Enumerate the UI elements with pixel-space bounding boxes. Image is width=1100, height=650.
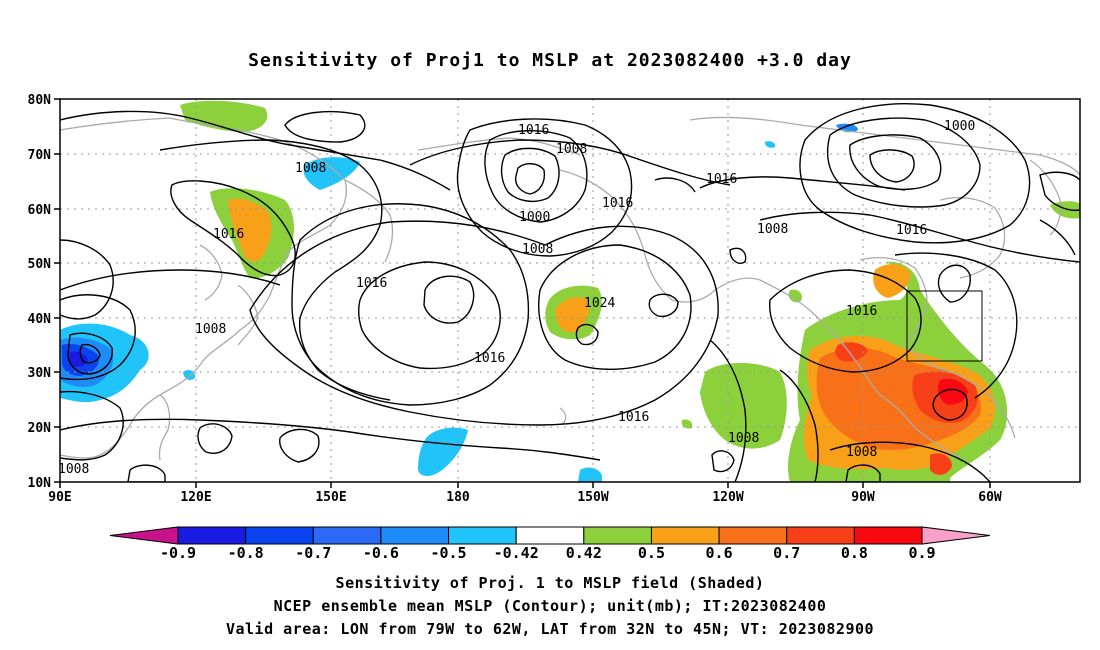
lon-tick-label: 90E [48,490,71,505]
colorbar-swatch [650,526,720,545]
contour-label: 1008 [757,222,788,237]
lon-tick-label: 150E [315,490,346,505]
colorbar-swatch [177,526,247,545]
negative-region-pacific [418,427,468,476]
colorbar-label: 0.9 [908,544,935,562]
contour-label: 1016 [846,304,877,319]
negative-region-alaska-gulf [303,157,360,190]
lon-tick-label: 120W [712,490,743,505]
lon-tick-label: 120E [180,490,211,505]
contour-label: 1008 [522,242,553,257]
colorbar-label: -0.42 [494,544,539,562]
contour-label: 1016 [602,196,633,211]
colorbar-swatch [312,526,382,545]
contour-label: 1008 [728,431,759,446]
contour-label: 1016 [213,227,244,242]
mslp-contours [60,103,1080,482]
contour-label: 1024 [584,296,615,311]
colorbar-label: 0.6 [706,544,733,562]
lon-tick-label: 60W [978,490,1002,505]
caption-valid-area: Valid area: LON from 79W to 62W, LAT fro… [225,620,875,638]
map-title: Sensitivity of Proj1 to MSLP at 20230824… [248,50,852,71]
contour-label: 1016 [618,410,649,425]
colorbar-label: 0.7 [773,544,800,562]
contour-label: 1016 [706,172,737,187]
colorbar-label: -0.5 [430,544,466,562]
lat-tick-label: 50N [28,257,52,272]
contour-label: 1016 [474,351,505,366]
colorbar-swatch [448,526,517,545]
lat-tick-label: 10N [28,476,52,491]
contour-label: 1008 [556,142,587,157]
contour-label: 1008 [846,445,877,460]
lat-tick-label: 20N [28,421,52,436]
contour-label: 1016 [356,276,387,291]
colorbar-swatch [583,526,652,545]
contour-labels: 1008 1016 1016 1008 1000 1008 1016 1000 … [58,119,975,477]
colorbar-label: 0.42 [566,544,602,562]
colorbar-label: -0.8 [228,544,264,562]
contour-label: 1000 [944,119,975,134]
lon-tick-label: 150W [577,490,608,505]
contour-label: 1000 [519,210,550,225]
lat-tick-label: 40N [28,312,52,327]
positive-region-mexico [700,363,787,449]
colorbar-label: 0.5 [638,544,665,562]
latitude-axis: 80N 70N 60N 50N 40N 30N 20N 10N [28,93,52,491]
lat-lon-grid [60,99,1080,482]
colorbar-swatch [786,526,855,545]
colorbar-swatch [853,526,923,545]
coastlines [60,116,1080,461]
colorbar-swatch [515,526,585,545]
colorbar-label: -0.7 [295,544,331,562]
colorbar-max-triangle [921,526,991,545]
contour-label: 1016 [896,223,927,238]
map-frame [59,98,1081,483]
caption-contour: NCEP ensemble mean MSLP (Contour); unit(… [273,597,827,615]
colorbar-min-triangle [109,526,179,545]
colorbar: -0.9 -0.8 -0.7 -0.6 -0.5 -0.42 0.42 0.5 0.6 0.7 0.… [109,526,991,562]
longitude-axis: 90E 120E 150E 180 150W 120W 90W 60W [48,490,1002,505]
colorbar-label: 0.8 [841,544,868,562]
colorbar-label: -0.9 [160,544,196,562]
colorbar-label: -0.6 [363,544,399,562]
lon-tick-label: 180 [446,490,470,505]
contour-label: 1008 [58,462,89,477]
colorbar-swatch [245,526,314,545]
lat-tick-label: 60N [28,203,52,218]
lat-tick-label: 80N [28,93,52,108]
lat-tick-label: 70N [28,148,52,163]
lon-tick-label: 90W [851,490,875,505]
contour-label: 1008 [295,161,326,176]
sensitivity-shading [60,100,1080,482]
colorbar-swatch [380,526,450,545]
colorbar-swatch [718,526,788,545]
lat-tick-label: 30N [28,366,52,381]
caption-shading: Sensitivity of Proj. 1 to MSLP field (Sh… [335,574,765,592]
contour-label: 1008 [195,322,226,337]
valid-area-box [906,290,983,362]
contour-label: 1016 [518,123,549,138]
